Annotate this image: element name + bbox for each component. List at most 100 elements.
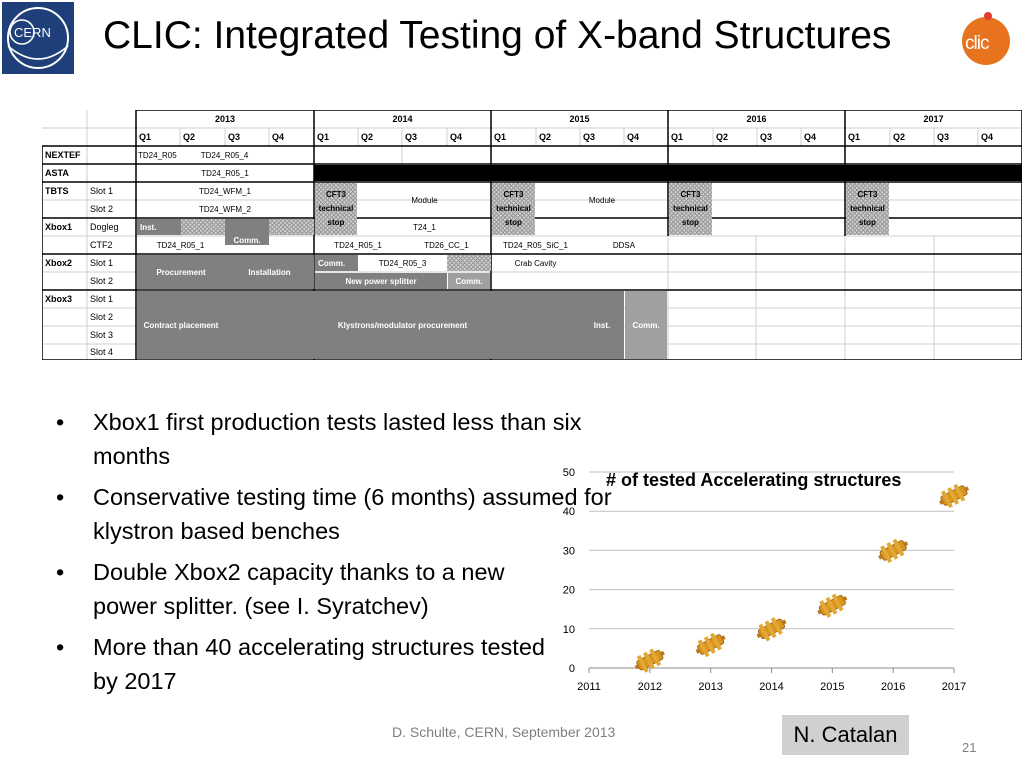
bullet-item: • Double Xbox2 capacity thanks to a new p… <box>56 555 616 623</box>
y-tick-label: 10 <box>563 624 575 636</box>
asta-bar: TD24_R05_1 <box>201 168 249 178</box>
accelerating-structure-icon <box>756 617 787 642</box>
year-header: 2014 <box>392 114 413 124</box>
slide-title: CLIC: Integrated Testing of X-band Struc… <box>103 14 892 57</box>
quarter-header: Q4 <box>981 132 994 142</box>
tbts-bar: TD24_WFM_1 <box>198 186 251 196</box>
x-tick-label: 2017 <box>942 681 966 693</box>
ctf2-bar: TD24_R05_1 <box>334 240 382 250</box>
ctf2-bar: TD24_R05_1 <box>156 240 205 250</box>
slot-label: Slot 3 <box>90 330 114 340</box>
xbox3-klystron-bar: Klystrons/modulator procurement <box>225 291 580 359</box>
slot-label: Dogleg <box>90 222 119 232</box>
quarter-header: Q2 <box>183 132 196 142</box>
xbox1-hatch-bar <box>181 219 225 235</box>
xbox3-inst-bar: Inst. <box>580 291 624 359</box>
y-tick-label: 0 <box>569 663 575 675</box>
quarter-header: Q3 <box>228 132 241 142</box>
accelerating-structure-icon <box>695 632 726 658</box>
xbox2-procurement-bar: Procurement <box>137 255 225 289</box>
schedule-table: 2013 2014 2015 2016 2017 Q1 Q2 Q3 Q4 Q1 … <box>42 110 1022 360</box>
cft3-stop-bar: CFT3 technical stop <box>315 183 357 235</box>
x-tick-label: 2011 <box>577 681 601 693</box>
quarter-header: Q4 <box>627 132 640 142</box>
bullet-text: Double Xbox2 capacity thanks to a new po… <box>93 559 505 619</box>
accelerating-structure-icon <box>634 648 665 673</box>
accelerating-structure-icon <box>878 538 909 564</box>
ctf2-bar: TD24_R05_SiC_1 <box>503 240 568 250</box>
x-tick-label: 2016 <box>881 681 905 693</box>
accelerating-structure-icon <box>938 483 970 509</box>
row-label-xbox1: Xbox1 <box>45 222 73 232</box>
y-tick-label: 40 <box>563 506 575 518</box>
cern-logo: CERN <box>2 2 74 74</box>
x-tick-label: 2014 <box>759 681 783 693</box>
bullet-item: • Xbox1 first production tests lasted les… <box>56 405 616 473</box>
year-header: 2015 <box>569 114 590 124</box>
svg-text:CERN: CERN <box>14 25 51 40</box>
page-number: 21 <box>962 740 977 755</box>
chart-title: # of tested Accelerating structures <box>606 470 902 490</box>
xbox1-comm-bar: Comm. <box>225 219 269 245</box>
asta-black-bar <box>314 165 1022 181</box>
xbox2-td-bar: TD24_R05_3 <box>378 258 427 268</box>
y-tick-label: 20 <box>563 585 575 597</box>
module-bar: Module <box>588 195 616 205</box>
y-tick-label: 30 <box>563 545 575 557</box>
slot-label: Slot 4 <box>90 347 114 357</box>
xbox2-hatch-bar <box>447 255 491 271</box>
slot-label: Slot 1 <box>90 186 114 196</box>
quarter-header: Q3 <box>405 132 418 142</box>
bullet-item: • Conservative testing time (6 months) as… <box>56 480 616 548</box>
xbox3-contract-bar: Contract placement <box>137 291 225 359</box>
xbox2-installation-bar: Installation <box>225 255 314 289</box>
cft3-stop-bar: CFT3 technical stop <box>492 183 535 235</box>
nextef-bar: TD24_R05 <box>138 150 177 160</box>
slot-label: CTF2 <box>90 240 113 250</box>
bullet-item: • More than 40 accelerating structures te… <box>56 630 616 698</box>
quarter-header: Q2 <box>361 132 374 142</box>
footer-credit: D. Schulte, CERN, September 2013 <box>392 724 616 740</box>
quarter-header: Q2 <box>539 132 552 142</box>
tbts-bar: TD24_WFM_2 <box>198 204 251 214</box>
accelerating-structure-icon <box>817 593 848 618</box>
bullet-text: Xbox1 first production tests lasted less… <box>93 409 582 469</box>
year-header: 2013 <box>214 114 236 124</box>
xbox1-hatch-bar <box>269 219 314 235</box>
xbox1-inst-bar: Inst. <box>137 219 181 235</box>
ctf2-bar: TD26_CC_1 <box>424 240 469 250</box>
tested-structures-chart: 0 10 20 30 40 50 2011 2012 2013 2014 2015 2016 2017 <box>563 467 970 693</box>
slot-label: Slot 1 <box>90 294 114 304</box>
row-label-asta: ASTA <box>45 168 69 178</box>
quarter-header: Q2 <box>893 132 906 142</box>
cft3-stop-bar: CFT3 technical stop <box>846 183 889 235</box>
slot-label: Slot 2 <box>90 312 114 322</box>
ctf2-bar: DDSA <box>612 240 636 250</box>
quarter-header: Q4 <box>450 132 463 142</box>
row-label-xbox3: Xbox3 <box>45 294 73 304</box>
clic-logo: clic <box>957 10 1015 68</box>
bullet-text: More than 40 accelerating structures tes… <box>93 634 545 694</box>
row-label-xbox2: Xbox2 <box>45 258 73 268</box>
row-label-tbts: TBTS <box>45 186 69 196</box>
quarter-header: Q2 <box>716 132 729 142</box>
row-label-nextef: NEXTEF <box>45 150 81 160</box>
quarter-header: Q4 <box>272 132 285 142</box>
x-tick-label: 2012 <box>638 681 662 693</box>
svg-text:clic: clic <box>965 33 989 54</box>
bullet-list: • Xbox1 first production tests lasted les… <box>56 405 616 705</box>
quarter-header: Q1 <box>671 132 684 142</box>
slot-label: Slot 2 <box>90 276 114 286</box>
xbox2-comm2-bar: Comm. <box>448 273 490 289</box>
xbox3-comm-bar: Comm. <box>625 291 667 359</box>
year-header: 2016 <box>746 114 767 124</box>
author-box: N. Catalan <box>782 715 909 755</box>
quarter-header: Q1 <box>317 132 330 142</box>
cft3-stop-bar: CFT3 technical stop <box>669 183 712 235</box>
xbox2-comm-bar: Comm. <box>315 255 358 271</box>
slot-label: Slot 2 <box>90 204 114 214</box>
bullet-text: Conservative testing time (6 months) ass… <box>93 484 612 544</box>
quarter-header: Q1 <box>494 132 507 142</box>
quarter-header: Q1 <box>139 132 152 142</box>
quarter-header: Q3 <box>583 132 596 142</box>
